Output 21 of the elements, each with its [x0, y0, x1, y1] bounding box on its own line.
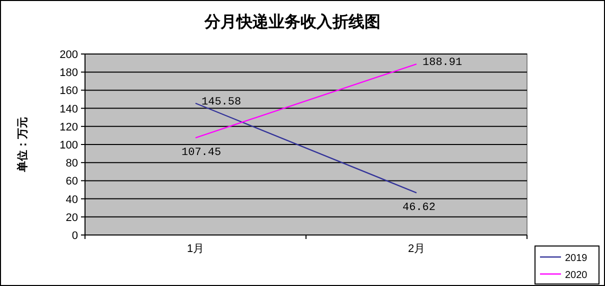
ytick: 160	[60, 85, 78, 98]
ytick: 120	[60, 121, 78, 134]
ytick: 80	[66, 158, 78, 170]
ylabel: 单位：万元	[17, 117, 29, 172]
ytick: 60	[66, 176, 78, 188]
ytick: 40	[66, 194, 78, 206]
data-label: 46.62	[402, 202, 436, 214]
ytick: 140	[60, 103, 78, 116]
ytick: 180	[60, 67, 78, 80]
data-label: 145.58	[202, 96, 242, 108]
ytick: 100	[60, 140, 78, 152]
data-label: 188.91	[422, 57, 462, 70]
data-label: 107.45	[182, 146, 222, 159]
title: 分月快递业务收入折线图	[204, 14, 380, 31]
ytick: 0	[72, 230, 78, 242]
xtick: 2月	[408, 243, 426, 255]
legend-label: 2020	[565, 270, 588, 281]
ytick: 20	[66, 212, 78, 224]
legend-label: 2019	[565, 253, 588, 264]
ytick: 200	[60, 49, 78, 61]
xtick: 1月	[186, 243, 204, 255]
